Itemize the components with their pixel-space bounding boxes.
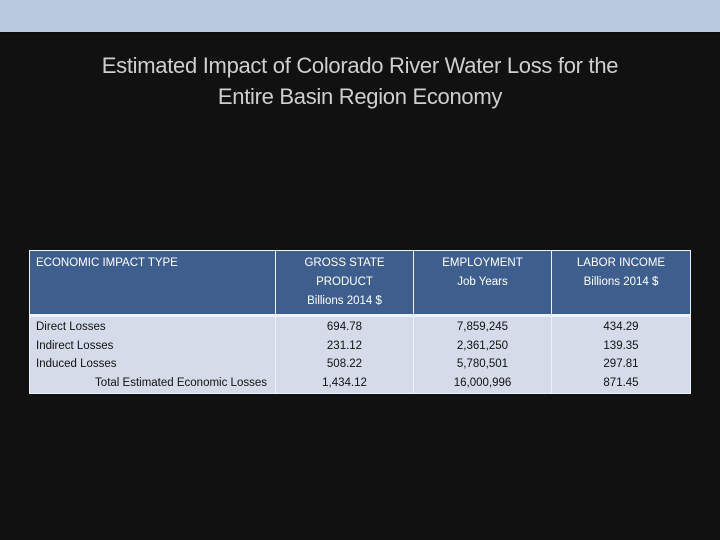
header-impact-type: ECONOMIC IMPACT TYPE: [29, 250, 276, 316]
header-gsp-line-2: PRODUCT: [316, 276, 373, 288]
header-gross-state-product: GROSS STATE PRODUCT Billions 2014 $: [275, 250, 414, 316]
table-row-induced-losses: Induced Losses 508.22 5,780,501 297.81: [29, 355, 691, 374]
header-employment-line-2: Job Years: [457, 276, 508, 288]
slide-title-line-2: Entire Basin Region Economy: [217, 84, 503, 109]
cell-employment: 16,000,996: [413, 373, 552, 394]
table-row-direct-losses: Direct Losses 694.78 7,859,245 434.29: [29, 314, 691, 337]
header-gsp-line-1: GROSS STATE: [304, 257, 385, 269]
slide-title: Estimated Impact of Colorado River Water…: [40, 50, 680, 112]
header-labor-income-line-2: Billions 2014 $: [583, 276, 659, 288]
table-row-indirect-losses: Indirect Losses 231.12 2,361,250 139.35: [29, 336, 691, 355]
slide-title-line-1: Estimated Impact of Colorado River Water…: [101, 53, 619, 78]
cell-employment: 7,859,245: [413, 314, 552, 337]
cell-impact-type: Indirect Losses: [29, 336, 276, 355]
header-gsp-line-3: Billions 2014 $: [307, 295, 382, 307]
cell-employment: 2,361,250: [413, 336, 552, 355]
top-divider: [0, 32, 720, 35]
table-row-total-losses: Total Estimated Economic Losses 1,434.12…: [29, 373, 691, 394]
cell-labor-income: 297.81: [551, 355, 691, 374]
header-labor-income-line-1: LABOR INCOME: [576, 257, 666, 269]
header-employment: EMPLOYMENT Job Years: [413, 250, 552, 316]
table-header-row: ECONOMIC IMPACT TYPE GROSS STATE PRODUCT…: [29, 250, 691, 316]
header-employment-line-1: EMPLOYMENT: [442, 257, 523, 269]
cell-gsp: 231.12: [275, 336, 414, 355]
economic-impact-table: ECONOMIC IMPACT TYPE GROSS STATE PRODUCT…: [29, 250, 691, 394]
cell-labor-income: 434.29: [551, 314, 691, 337]
top-accent-bar: [0, 0, 720, 32]
cell-impact-type: Direct Losses: [29, 314, 276, 337]
header-labor-income: LABOR INCOME Billions 2014 $: [551, 250, 691, 316]
cell-gsp: 508.22: [275, 355, 414, 374]
cell-labor-income: 871.45: [551, 373, 691, 394]
cell-impact-type: Total Estimated Economic Losses: [29, 373, 276, 394]
cell-gsp: 694.78: [275, 314, 414, 337]
cell-employment: 5,780,501: [413, 355, 552, 374]
cell-labor-income: 139.35: [551, 336, 691, 355]
header-impact-type-label: ECONOMIC IMPACT TYPE: [36, 257, 178, 269]
cell-gsp: 1,434.12: [275, 373, 414, 394]
cell-impact-type: Induced Losses: [29, 355, 276, 374]
